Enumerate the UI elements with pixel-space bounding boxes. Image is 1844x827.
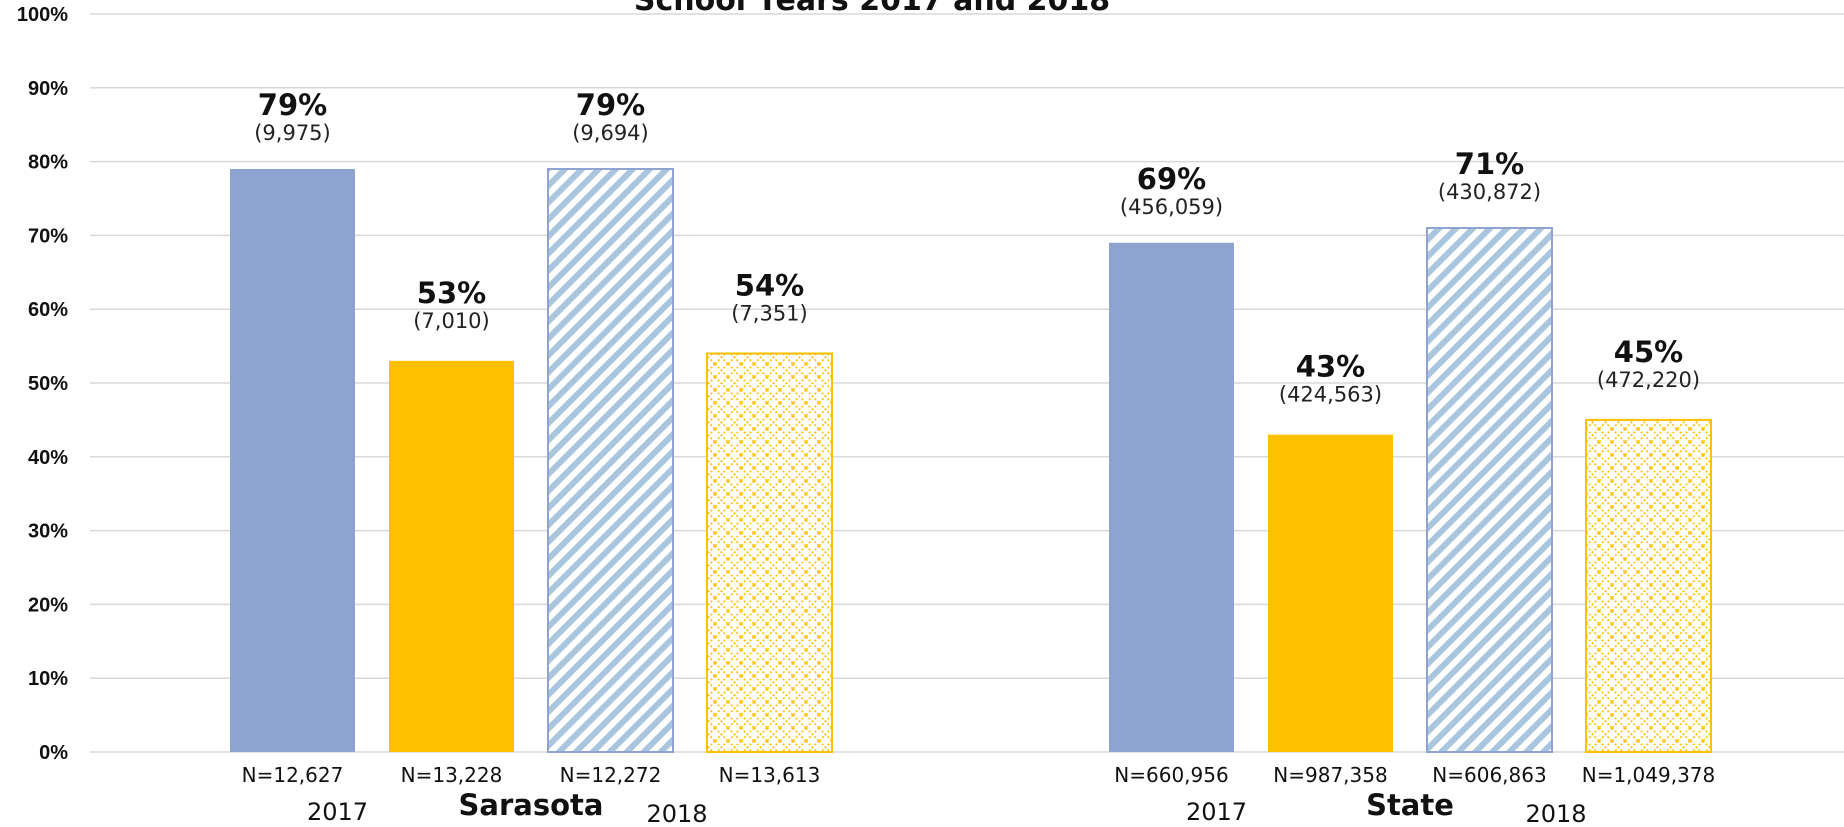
- y-tick-label: 20%: [28, 594, 68, 616]
- bar-sarasota-2: [389, 360, 514, 752]
- chart-title: School Years 2017 and 2018: [634, 0, 1110, 18]
- x-axis-labels: N=12,627 N=13,228 N=12,272 N=13,613 2017 2018…: [242, 763, 1716, 827]
- bar-count-label: (472,220): [1597, 368, 1700, 392]
- group-label: State: [1366, 788, 1454, 822]
- bar-count-label: (9,975): [254, 121, 331, 145]
- year-label: 2017: [1186, 798, 1247, 826]
- bar-sarasota-3: [547, 167, 674, 754]
- bar-state-3: [1426, 227, 1553, 753]
- bar-percent-label: 45%: [1614, 335, 1683, 369]
- bar-percent-label: 79%: [258, 88, 327, 122]
- bar-n-label: N=13,228: [401, 763, 503, 787]
- y-tick-label: 50%: [28, 373, 68, 395]
- year-label: 2018: [646, 800, 707, 827]
- bar-n-label: N=13,613: [719, 763, 821, 787]
- bar-count-label: (424,563): [1279, 383, 1382, 407]
- group-label: Sarasota: [459, 788, 604, 822]
- bar-count-label: (9,694): [572, 121, 649, 145]
- year-label: 2018: [1525, 800, 1586, 827]
- bars: [230, 167, 1712, 754]
- bar-n-label: N=987,358: [1273, 763, 1387, 787]
- bar-count-label: (7,010): [413, 309, 490, 333]
- year-label: 2017: [307, 798, 368, 826]
- bar-n-label: N=660,956: [1114, 763, 1228, 787]
- y-tick-label: 70%: [28, 225, 68, 247]
- bar-sarasota-4: [706, 352, 833, 753]
- y-tick-label: 80%: [28, 152, 68, 174]
- bar-percent-label: 54%: [735, 268, 804, 302]
- bar-percent-label: 43%: [1296, 350, 1365, 384]
- bar-percent-label: 71%: [1455, 147, 1524, 181]
- bar-sarasota-1: [230, 168, 355, 753]
- y-axis-ticks: 0% 10% 20% 30% 40% 50% 60% 70% 80% 90% 100%: [17, 4, 68, 764]
- y-tick-label: 40%: [28, 447, 68, 469]
- bar-n-label: N=606,863: [1432, 763, 1546, 787]
- bar-percent-label: 53%: [417, 276, 486, 310]
- y-tick-label: 90%: [28, 78, 68, 100]
- y-tick-label: 30%: [28, 521, 68, 543]
- bar-count-label: (456,059): [1120, 195, 1223, 219]
- bar-state-2: [1268, 434, 1393, 752]
- data-labels: 79%(9,975)53%(7,010)79%(9,694)54%(7,351)…: [254, 88, 1700, 407]
- y-tick-label: 100%: [17, 4, 68, 26]
- y-tick-label: 0%: [39, 742, 68, 764]
- bar-n-label: N=12,627: [242, 763, 344, 787]
- bar-percent-label: 69%: [1137, 162, 1206, 196]
- grid-lines: [90, 13, 1844, 753]
- bar-state-1: [1109, 242, 1234, 752]
- y-tick-label: 10%: [28, 668, 68, 690]
- bar-state-4: [1585, 418, 1712, 753]
- bar-n-label: N=1,049,378: [1582, 763, 1716, 787]
- bar-count-label: (7,351): [731, 301, 808, 325]
- y-tick-label: 60%: [28, 299, 68, 321]
- bar-n-label: N=12,272: [560, 763, 662, 787]
- bar-percent-label: 79%: [576, 88, 645, 122]
- bar-count-label: (430,872): [1438, 180, 1541, 204]
